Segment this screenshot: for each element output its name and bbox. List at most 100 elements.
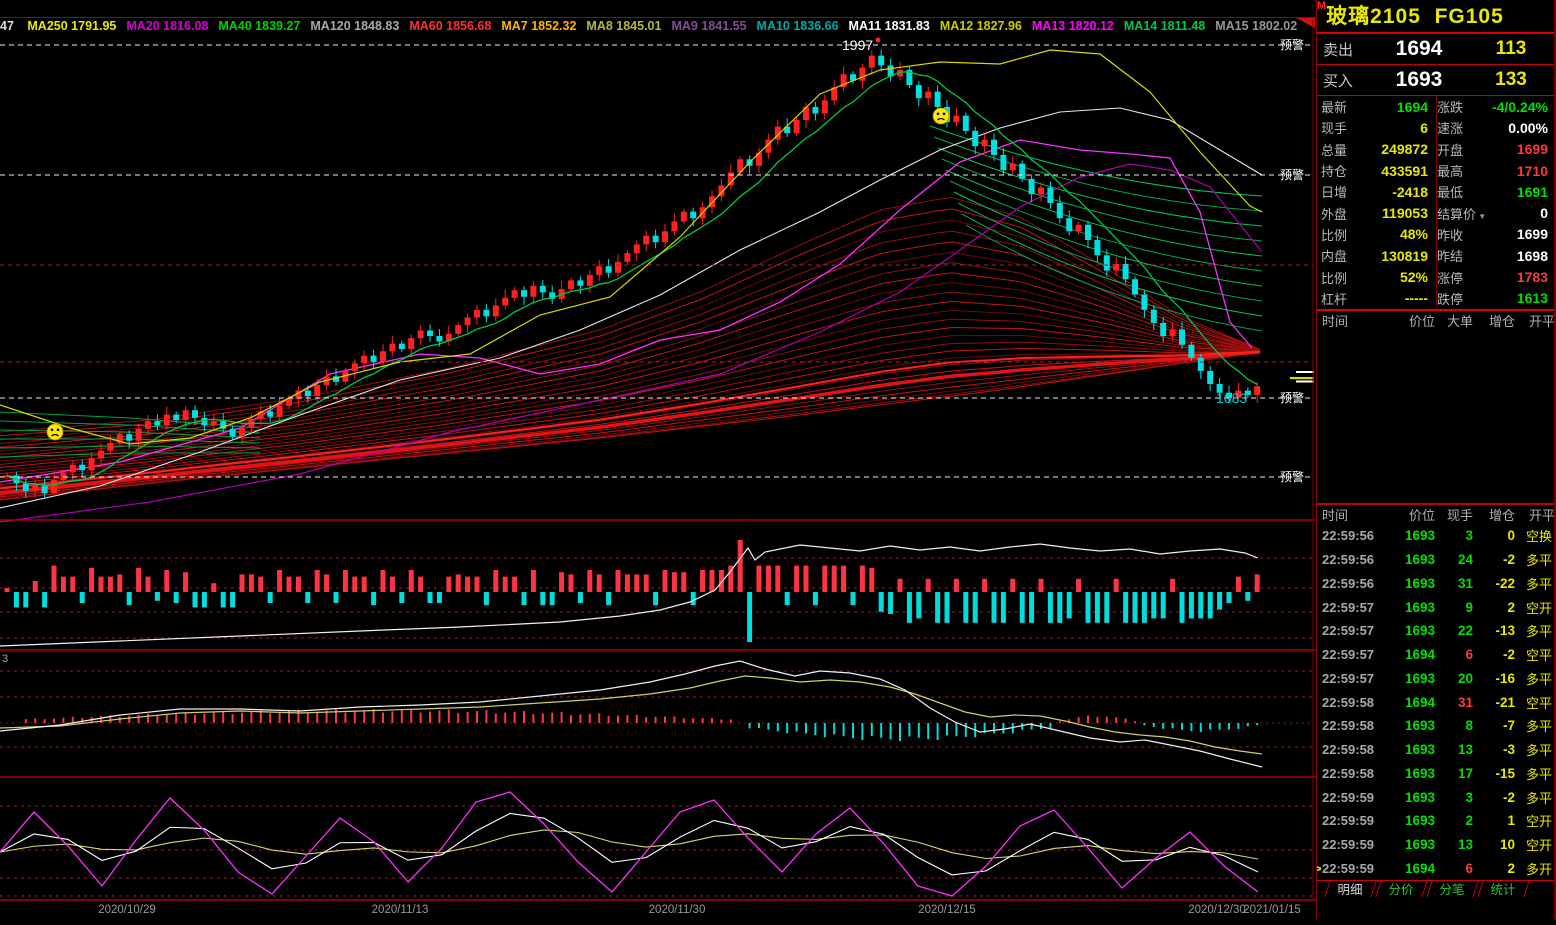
bid-price[interactable]: 1693 bbox=[1395, 68, 1443, 91]
tick-row[interactable]: 22:59:56 1693 3 0 空换 bbox=[1317, 524, 1556, 548]
quote-value: 1698 bbox=[1516, 247, 1548, 264]
tab-分价[interactable]: 分价 bbox=[1375, 880, 1428, 897]
tab-明细[interactable]: 明细 bbox=[1324, 880, 1377, 897]
tab-label: 分价 bbox=[1388, 882, 1414, 897]
ask-row[interactable]: 卖出 1694 113 bbox=[1317, 34, 1556, 65]
tick-cell: 22:59:59 bbox=[1322, 789, 1375, 805]
quote-row: 现手 6 速涨 0.00% bbox=[1317, 117, 1556, 138]
ask-price[interactable]: 1694 bbox=[1395, 37, 1443, 60]
ma-value-ma40: MA40 1839.27 bbox=[218, 19, 301, 33]
bid-row[interactable]: 买入 1693 133 bbox=[1317, 65, 1556, 96]
tick-cell: -3 bbox=[1502, 742, 1515, 758]
tick-row[interactable]: 22:59:59 1693 3 -2 多平 bbox=[1317, 785, 1556, 809]
tick-row[interactable]: 22:59:58 1693 17 -15 多平 bbox=[1317, 761, 1556, 785]
tick-cell: -2 bbox=[1502, 647, 1515, 663]
tick-cell: 22:59:58 bbox=[1322, 694, 1375, 710]
quote-value: 119053 bbox=[1382, 205, 1428, 222]
tick-row[interactable]: 22:59:58 1693 8 -7 多平 bbox=[1317, 714, 1556, 738]
tick-cell: 空平 bbox=[1525, 648, 1552, 664]
quote-label: 最新 bbox=[1321, 100, 1348, 116]
tick-row[interactable]: 22:59:56 1693 24 -2 多平 bbox=[1317, 548, 1556, 572]
quote-value: 0.00% bbox=[1508, 119, 1548, 136]
tick-row[interactable]: 22:59:58 1694 31 -21 空平 bbox=[1317, 690, 1556, 714]
tick-cell: -16 bbox=[1495, 670, 1515, 686]
tab-统计[interactable]: 统计 bbox=[1477, 880, 1530, 897]
quote-label: 昨收 bbox=[1437, 227, 1464, 243]
tick-cell: 6 bbox=[1465, 860, 1473, 876]
x-axis-label: 2020/12/15 bbox=[918, 904, 976, 916]
settlement-dropdown-icon[interactable]: ▼ bbox=[1476, 211, 1487, 221]
tick-cell: 22:59:59 bbox=[1322, 813, 1375, 829]
tick-cell: 多平 bbox=[1525, 624, 1552, 640]
quote-row: 外盘 119053 结算价 ▼ 0 bbox=[1317, 202, 1556, 223]
peak-price-label: 1997 bbox=[842, 37, 873, 53]
tick-cell: 多平 bbox=[1525, 553, 1552, 569]
quote-value: ----- bbox=[1404, 290, 1428, 307]
ma-value-ma20: MA20 1816.08 bbox=[126, 19, 209, 33]
ask-qty: 113 bbox=[1495, 38, 1527, 59]
quote-label: 持仓 bbox=[1321, 164, 1348, 180]
tick-cell: 2 bbox=[1465, 813, 1473, 829]
tab-label: 明细 bbox=[1337, 882, 1363, 897]
tick-cell: 多开 bbox=[1525, 861, 1552, 877]
tick-cell: 24 bbox=[1457, 552, 1473, 568]
tick-row[interactable]: 22:59:59 1693 2 1 空开 bbox=[1317, 809, 1556, 833]
quote-value: 52% bbox=[1399, 269, 1428, 286]
quote-label: 最低 bbox=[1437, 185, 1464, 201]
alert-line-label: 预警 bbox=[1280, 37, 1304, 52]
alert-line-label: 预警 bbox=[1280, 390, 1304, 405]
quote-row: 总量 249872 开盘 1699 bbox=[1317, 139, 1556, 160]
quote-value: -4/0.24% bbox=[1491, 98, 1548, 115]
quote-divider bbox=[1436, 96, 1437, 309]
top-divider bbox=[0, 17, 1316, 18]
column-header: 现手 bbox=[1446, 507, 1473, 523]
chart-canvas[interactable]: 预警 预警 预警 预警 1997 1683 3 bbox=[0, 0, 1316, 920]
level-price-label: 1683 bbox=[1216, 390, 1247, 406]
bid-label: 买入 bbox=[1323, 72, 1354, 90]
tick-row[interactable]: 22:59:57 1693 22 -13 多平 bbox=[1317, 619, 1556, 643]
quote-value: 249872 bbox=[1381, 141, 1428, 158]
tick-cell: 空开 bbox=[1525, 814, 1552, 830]
tick-cell: 22:59:58 bbox=[1322, 718, 1375, 734]
tick-cell: -15 bbox=[1495, 765, 1515, 781]
tick-row[interactable]: 22:59:57 1693 9 2 空开 bbox=[1317, 595, 1556, 619]
quote-row: 日增 -2418 最低 1691 bbox=[1317, 181, 1556, 202]
tick-cell: 1693 bbox=[1404, 623, 1435, 639]
ma-value-ma7: MA7 1852.32 bbox=[501, 19, 577, 33]
ma-value-ma250: MA250 1791.95 bbox=[27, 19, 117, 33]
tab-分笔[interactable]: 分笔 bbox=[1426, 880, 1479, 897]
tick-cell: 多平 bbox=[1525, 719, 1552, 735]
tick-cell: 空开 bbox=[1525, 838, 1552, 854]
x-axis-label: 2020/11/30 bbox=[648, 904, 706, 916]
tick-row[interactable]: 22:59:57 1693 20 -16 多平 bbox=[1317, 666, 1556, 690]
tick-row[interactable]: 22:59:58 1693 13 -3 多平 bbox=[1317, 738, 1556, 762]
quote-label[interactable]: 结算价 ▼ bbox=[1437, 206, 1487, 222]
tick-row[interactable]: 22:59:59 > 1694 6 2 多开 bbox=[1317, 856, 1556, 880]
tick-cell: 1693 bbox=[1404, 552, 1435, 568]
column-header: 开平 bbox=[1528, 507, 1555, 523]
quote-grid: 最新 1694 涨跌 -4/0.24% 现手 6 速涨 0.00% 总量 249872 开盘 1699… bbox=[1317, 96, 1556, 311]
quote-value: 1691 bbox=[1516, 183, 1548, 200]
tick-cell: 10 bbox=[1499, 837, 1515, 853]
ma-value-ma13: MA13 1820.12 bbox=[1031, 19, 1114, 33]
tick-cell: -22 bbox=[1495, 575, 1515, 591]
more-indicator-wedge bbox=[1296, 18, 1315, 28]
tick-cell: 22:59:57 bbox=[1322, 623, 1375, 639]
ma-value-ma10: MA10 1836.66 bbox=[756, 19, 839, 33]
tick-row[interactable]: 22:59:59 1693 13 10 空开 bbox=[1317, 833, 1556, 857]
tick-row[interactable]: 22:59:56 1693 31 -22 多平 bbox=[1317, 571, 1556, 595]
tick-row[interactable]: 22:59:57 1694 6 -2 空平 bbox=[1317, 643, 1556, 667]
tick-cell: 空开 bbox=[1525, 600, 1552, 616]
quote-value: 1710 bbox=[1516, 162, 1548, 179]
quote-value: 48% bbox=[1399, 226, 1428, 243]
tick-cell: 13 bbox=[1457, 742, 1473, 758]
ma-value-ma14: MA14 1811.48 bbox=[1123, 19, 1206, 33]
panel3-partial-label: 3 bbox=[2, 653, 8, 665]
ma-values-bar: 47 MA250 1791.95 MA20 1816.08 MA40 1839.27… bbox=[0, 19, 1310, 35]
tick-cell: 8 bbox=[1465, 718, 1473, 734]
quote-label: 日增 bbox=[1321, 185, 1348, 201]
tick-cell: 22:59:56 bbox=[1322, 575, 1375, 591]
ma-value-ma120: MA120 1848.83 bbox=[310, 19, 400, 33]
quote-value: 1783 bbox=[1516, 269, 1548, 286]
tick-cell: 22:59:56 bbox=[1322, 552, 1375, 568]
